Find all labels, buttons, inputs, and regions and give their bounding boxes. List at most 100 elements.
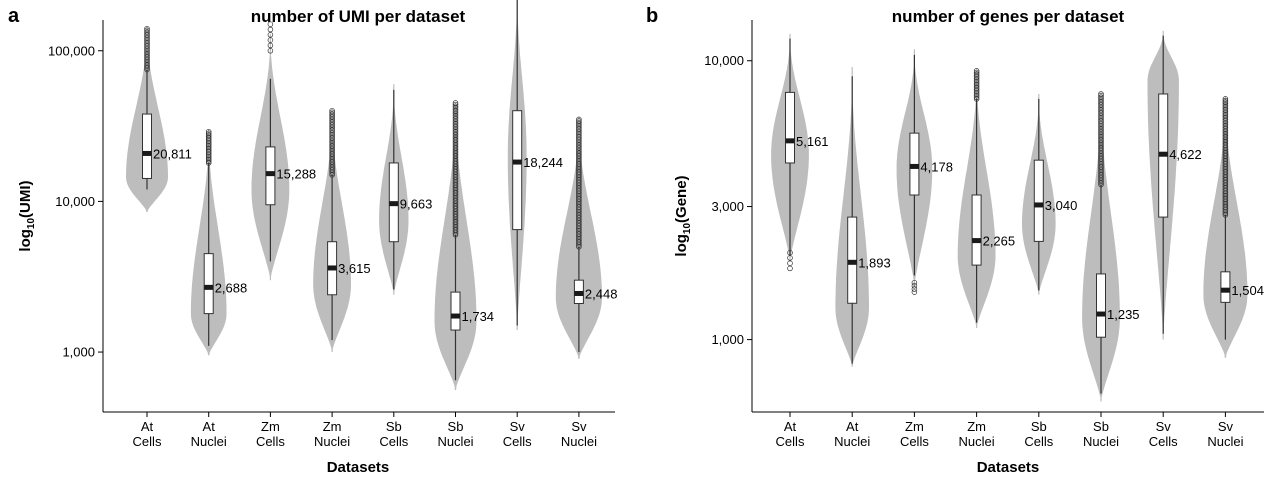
x-category-label: Nuclei [191,434,227,449]
outlier-point [911,283,918,289]
outlier-point [267,26,274,33]
box [1096,273,1106,338]
median-label: 20,811 [153,146,192,161]
x-category-label: Sb [1093,419,1109,434]
outlier-point [576,116,582,123]
x-category-label: Nuclei [834,434,870,449]
panel-a-y-label: log10(UMI) [17,180,37,251]
outlier-point [911,279,918,286]
x-category-label: Zm [261,419,280,434]
outlier-point [787,260,793,266]
box [512,110,523,231]
median-marker [327,265,337,271]
median-marker [451,313,460,319]
median-label: 2,448 [585,286,618,301]
outlier-point [973,69,980,76]
y-tick-label: 100,000 [48,43,95,58]
outlier-point [1222,97,1229,104]
median-label: 4,622 [1169,147,1202,162]
x-category-label: Nuclei [959,434,995,449]
outlier-point [452,100,459,106]
x-category-label: Sv [1218,419,1234,434]
panel-b-plot-area: 5,161 1,893 4,178 2,265 3,040 1,235 4,622 1,504 [771,30,1264,402]
median-marker [512,159,522,165]
outlier-point [205,130,212,137]
x-category-label: Zm [323,419,342,434]
panel-a-x-ticks: AtCellsAtNucleiZmCellsZmNucleiSbCellsSbN… [133,412,597,449]
y-tick-label: 3,000 [711,199,744,214]
box [203,253,214,315]
outlier-point [1222,96,1229,102]
outlier-point [144,25,150,32]
outlier-point [205,128,212,135]
median-marker [1220,287,1230,293]
x-category-label: Sb [448,419,464,434]
outlier-point [144,27,150,34]
x-category-label: Cells [379,434,408,449]
outlier-point [1098,94,1104,100]
x-category-label: At [203,419,216,434]
median-marker [265,171,275,177]
outlier-point [452,101,459,108]
x-category-label: Zm [967,419,986,434]
outlier-point [1098,92,1104,99]
median-label: 2,688 [215,280,248,295]
panel-b-letter: b [646,5,658,27]
x-category-label: Cells [776,434,805,449]
outlier-point [205,132,212,138]
y-tick-label: 1,000 [62,345,95,360]
x-category-label: At [784,419,797,434]
box [142,113,152,179]
panel-a-plot-area: 20,811 2,688 15,288 3,615 9,663 1,734 18,244 2,… [126,0,617,390]
median-label: 1,893 [858,255,891,270]
outlier-point [144,29,150,35]
y-tick-label: 10,000 [704,53,744,68]
outlier-point [329,111,335,117]
median-label: 1,734 [462,309,495,324]
box [450,291,461,331]
outlier-point [576,118,582,124]
outlier-point [329,109,335,116]
x-category-label: Cells [900,434,929,449]
x-category-label: Zm [905,419,924,434]
median-label: 1,504 [1231,283,1264,298]
outlier-point [576,119,582,126]
panel-b-y-ticks: 1,000 3,000 10,000 [704,53,752,347]
x-category-label: At [141,419,154,434]
panel-a-x-label: Datasets [327,459,390,476]
outlier-point [452,103,459,109]
x-category-label: Sv [571,419,587,434]
x-category-label: Sb [386,419,402,434]
median-label: 15,288 [276,167,316,182]
median-label: 3,040 [1045,198,1078,213]
outlier-point [267,21,274,27]
x-category-label: Cells [1024,434,1053,449]
outlier-point [973,71,980,77]
y-tick-label: 10,000 [55,194,95,209]
x-category-label: Sv [510,419,526,434]
outlier-point [911,289,918,295]
y-tick-label: 1,000 [711,332,744,347]
outlier-point [267,37,274,43]
x-category-label: Cells [1149,434,1178,449]
panel-a-title: number of UMI per dataset [251,7,466,26]
outlier-point [267,32,274,38]
median-label: 18,244 [523,155,563,170]
median-marker [389,201,399,207]
outlier-point [1098,91,1104,97]
median-label: 1,235 [1107,307,1140,322]
median-marker [1034,202,1044,208]
outlier-point [973,68,980,74]
x-category-label: At [846,419,859,434]
outlier-point [1222,99,1229,105]
outlier-point [787,265,793,272]
median-marker [204,284,214,290]
x-category-label: Cells [256,434,285,449]
median-marker [1158,151,1168,157]
median-marker [972,238,982,244]
median-label: 9,663 [400,197,433,212]
x-category-label: Nuclei [314,434,350,449]
median-marker [574,290,584,296]
median-label: 3,615 [338,261,371,276]
